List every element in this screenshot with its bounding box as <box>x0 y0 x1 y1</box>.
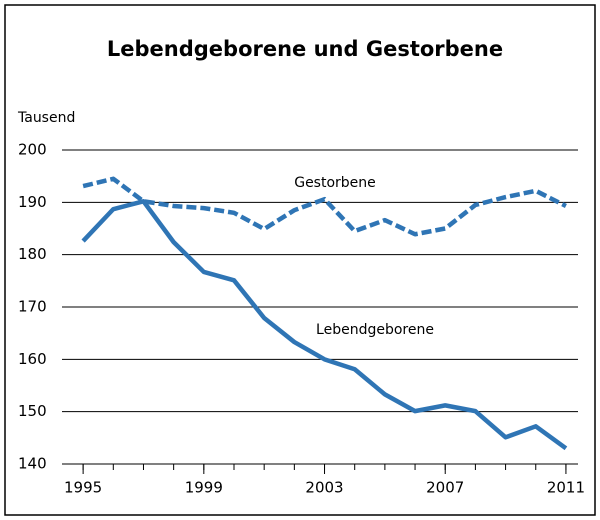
y-tick-label: 170 <box>18 298 47 316</box>
x-tick-label: 2007 <box>426 479 464 497</box>
y-axis-label: Tausend <box>17 110 75 126</box>
y-tick-label: 180 <box>18 245 47 263</box>
x-tick-label: 1999 <box>185 479 223 497</box>
x-tick-label: 2011 <box>547 479 585 497</box>
y-tick-label: 160 <box>18 350 47 368</box>
series-label: Lebendgeborene <box>316 322 434 338</box>
series-label: Gestorbene <box>294 175 376 191</box>
y-tick-label: 150 <box>18 402 47 420</box>
y-tick-label: 200 <box>18 141 47 159</box>
line-series <box>82 176 567 237</box>
y-tick-label: 140 <box>18 455 47 473</box>
chart-title: Lebendgeborene und Gestorbene <box>107 37 503 61</box>
x-tick-label: 1995 <box>64 479 102 497</box>
line-series <box>81 199 568 451</box>
frame <box>4 4 596 516</box>
y-tick-label: 190 <box>18 193 47 211</box>
x-tick-label: 2003 <box>305 479 343 497</box>
